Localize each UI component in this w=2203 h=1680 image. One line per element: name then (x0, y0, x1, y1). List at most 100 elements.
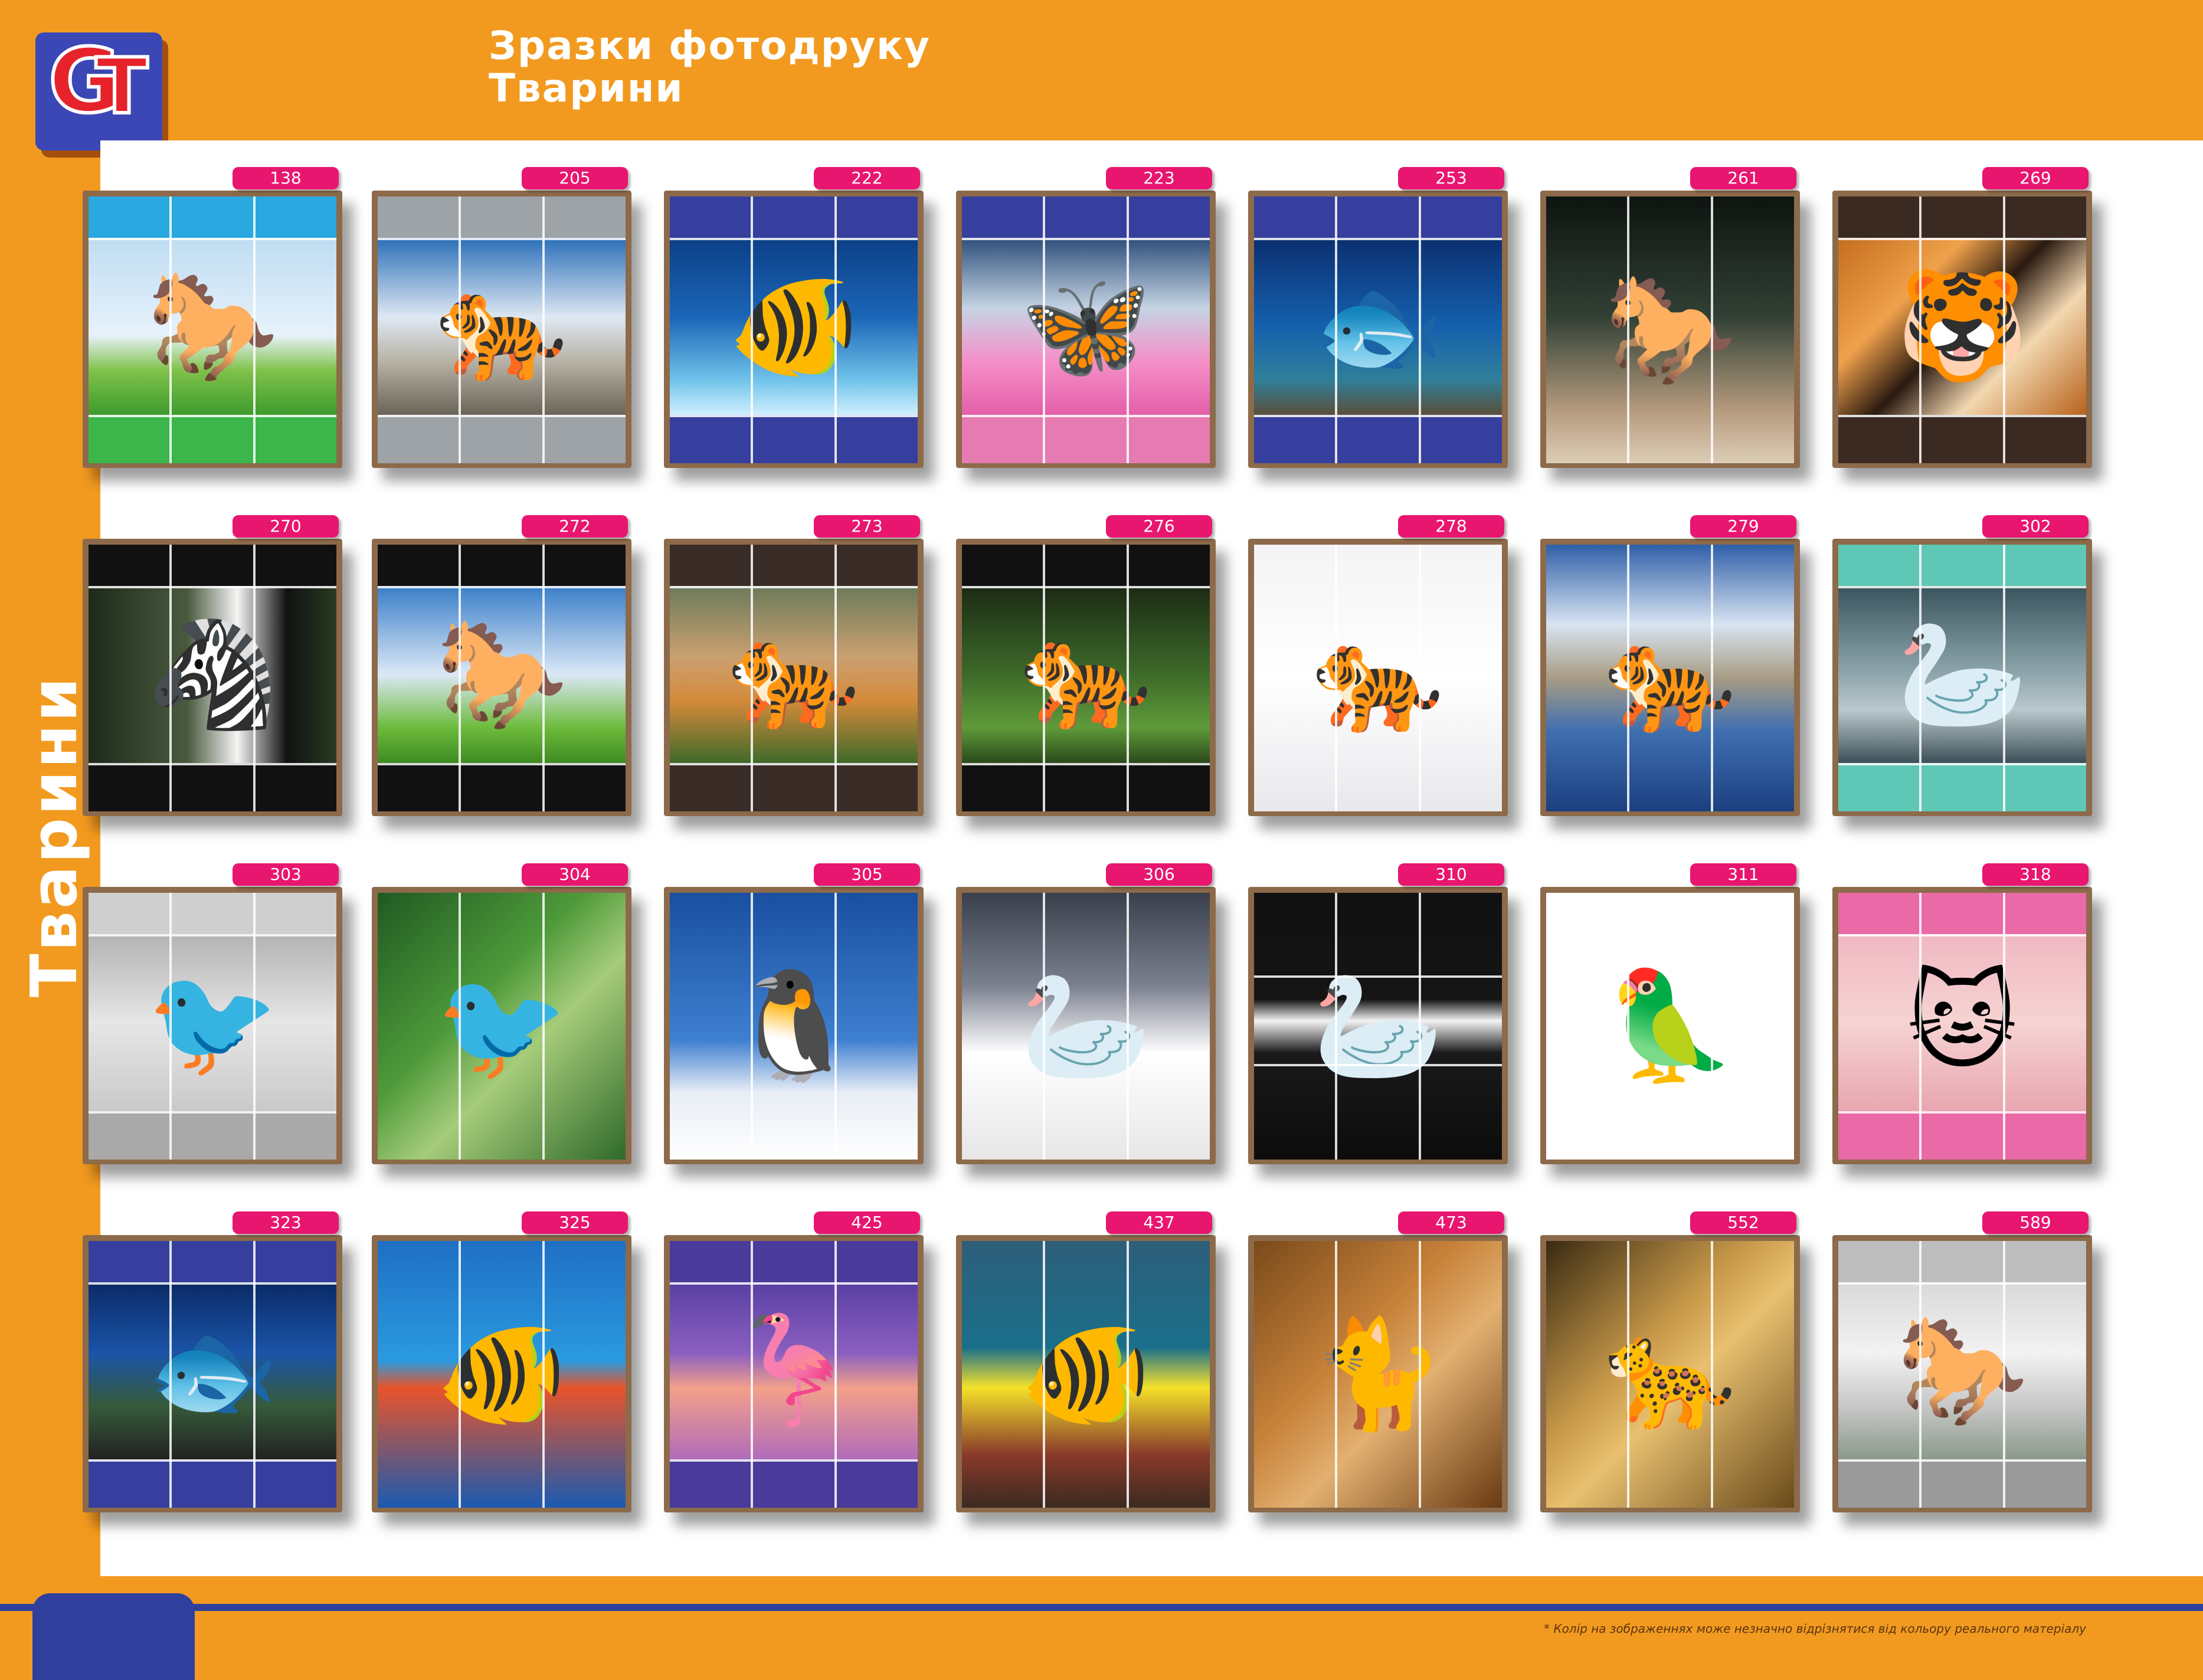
sample-card-303[interactable]: 🐦 303 (83, 863, 342, 1164)
bottom-band (1254, 415, 1502, 463)
wardrobe-frame: 🐅 (1540, 539, 1800, 816)
sample-card-302[interactable]: 🦢 302 (1832, 515, 2092, 816)
sample-card-205[interactable]: 🐅 205 (372, 167, 631, 468)
sample-card-310[interactable]: 🦢 310 (1248, 863, 1508, 1164)
page-title: Зразки фотодруку Тварини (489, 25, 931, 110)
sample-card-323[interactable]: 🐟 323 (83, 1211, 342, 1512)
sample-code-tag: 304 (522, 863, 628, 886)
door-divider (1627, 197, 1629, 463)
wardrobe-doors: 🐅 (1546, 545, 1794, 811)
print-photo-flamingo: 🦩 (670, 1282, 918, 1459)
sample-card-425[interactable]: 🦩 425 (664, 1211, 924, 1512)
print-photo-horse: 🐎 (1838, 1282, 2086, 1459)
horse-icon: 🐎 (1896, 1309, 2029, 1432)
print-photo-tiger: 🐅 (1254, 545, 1502, 811)
wardrobe-doors: 🐅 (378, 197, 626, 463)
sample-card-311[interactable]: 🦜 311 (1540, 863, 1800, 1164)
panel-divider (89, 934, 336, 936)
sample-card-278[interactable]: 🐅 278 (1248, 515, 1508, 816)
sample-card-269[interactable]: 🐯 269 (1832, 167, 2092, 468)
butterfly-icon: 🦋 (1019, 264, 1153, 388)
fish-icon: 🐠 (727, 264, 860, 388)
sample-card-552[interactable]: 🐆 552 (1540, 1211, 1800, 1512)
print-photo-cat: 🐈 (1254, 1241, 1502, 1508)
door-divider (1627, 1241, 1629, 1508)
parrot-icon: 🦜 (1603, 964, 1737, 1088)
page-title-line1: Зразки фотодруку (489, 23, 931, 68)
sample-card-253[interactable]: 🐟 253 (1248, 167, 1508, 468)
door-divider (253, 545, 256, 811)
sample-card-473[interactable]: 🐈 473 (1248, 1211, 1508, 1512)
sample-code-tag: 272 (522, 515, 628, 538)
header-bar: G T Зразки фотодруку Тварини (0, 0, 2203, 150)
sample-code-tag: 303 (233, 863, 339, 886)
wardrobe-doors: 🐠 (962, 1241, 1210, 1508)
panel-divider (962, 586, 1210, 588)
sample-card-318[interactable]: 🐱 318 (1832, 863, 2092, 1164)
flamingo-icon: 🦩 (727, 1309, 860, 1432)
door-divider (751, 1241, 753, 1508)
sample-card-261[interactable]: 🐎 261 (1540, 167, 1800, 468)
top-band (670, 197, 918, 238)
wardrobe-frame: 🐎 (1540, 191, 1800, 468)
wardrobe-doors: 🐆 (1546, 1241, 1794, 1508)
sample-card-223[interactable]: 🦋 223 (956, 167, 1216, 468)
wardrobe-frame: 🐆 (1540, 1235, 1800, 1512)
tiger-icon: 🐅 (1019, 613, 1153, 736)
sample-card-589[interactable]: 🐎 589 (1832, 1211, 2092, 1512)
door-divider (834, 893, 837, 1160)
door-divider (1335, 545, 1337, 811)
wardrobe-frame: 🐯 (1832, 191, 2092, 468)
top-band (1838, 893, 2086, 934)
wardrobe-frame: 🐠 (956, 1235, 1216, 1512)
panel-divider (962, 415, 1210, 417)
sample-card-437[interactable]: 🐠 437 (956, 1211, 1216, 1512)
footer-stripe (0, 1604, 2203, 1611)
door-divider (1419, 1241, 1421, 1508)
sample-card-304[interactable]: 🐦 304 (372, 863, 631, 1164)
bottom-band (89, 1111, 336, 1160)
door-divider (1127, 197, 1129, 463)
wardrobe-frame: 🦢 (956, 887, 1216, 1164)
sample-card-270[interactable]: 🦓 270 (83, 515, 342, 816)
wardrobe-doors: 🐈 (1254, 1241, 1502, 1508)
print-photo-fish: 🐠 (962, 1241, 1210, 1508)
print-photo-tiger: 🐯 (1838, 238, 2086, 415)
footer-page-badge (32, 1593, 195, 1680)
panel-divider (670, 763, 918, 765)
sample-card-279[interactable]: 🐅 279 (1540, 515, 1800, 816)
sample-code-tag: 223 (1106, 167, 1212, 189)
bottom-band (1838, 763, 2086, 811)
wardrobe-frame: 🐅 (372, 191, 631, 468)
panel-divider (1838, 1459, 2086, 1462)
door-divider (1919, 1241, 1922, 1508)
print-photo-penguin: 🐧 (670, 893, 918, 1160)
sample-card-138[interactable]: 🐎 138 (83, 167, 342, 468)
door-divider (834, 545, 837, 811)
wardrobe-doors: 🐠 (670, 197, 918, 463)
sample-card-306[interactable]: 🦢 306 (956, 863, 1216, 1164)
sample-card-272[interactable]: 🐎 272 (372, 515, 631, 816)
sample-card-325[interactable]: 🐠 325 (372, 1211, 631, 1512)
swan-icon: 🦢 (1019, 964, 1153, 1088)
fish-icon: 🐟 (146, 1309, 279, 1432)
leopard-icon: 🐆 (1603, 1312, 1737, 1436)
sample-card-273[interactable]: 🐅 273 (664, 515, 924, 816)
sample-card-222[interactable]: 🐠 222 (664, 167, 924, 468)
tiger-icon: 🐅 (435, 264, 568, 388)
panel-divider (89, 586, 336, 588)
sample-card-305[interactable]: 🐧 305 (664, 863, 924, 1164)
panel-divider (1254, 975, 1502, 978)
door-divider (1711, 197, 1713, 463)
print-photo-swan: 🦢 (1254, 893, 1502, 1160)
door-divider (1919, 545, 1922, 811)
wardrobe-doors: 🦩 (670, 1241, 918, 1508)
door-divider (751, 197, 753, 463)
bottom-band (962, 415, 1210, 463)
door-divider (1919, 893, 1922, 1160)
top-band (962, 197, 1210, 238)
door-divider (1043, 893, 1045, 1160)
print-photo-horse: 🐎 (89, 238, 336, 415)
sample-card-276[interactable]: 🐅 276 (956, 515, 1216, 816)
sample-code-tag: 276 (1106, 515, 1212, 538)
